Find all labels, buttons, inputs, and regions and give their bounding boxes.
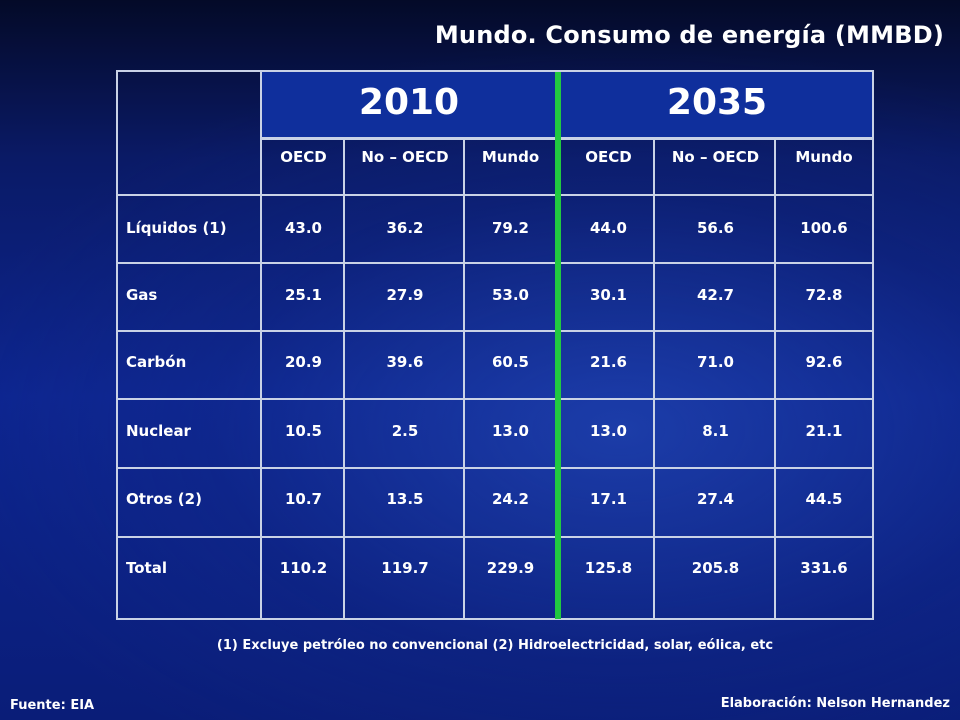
table-cell: 24.2 (491, 490, 529, 508)
row-label: Nuclear (126, 422, 191, 440)
table-cell: 100.6 (800, 219, 848, 237)
period-divider (555, 72, 561, 619)
table-cell: 119.7 (381, 559, 429, 577)
table-cell: 39.6 (386, 353, 424, 371)
grid-vline (463, 140, 465, 618)
grid-hline (118, 194, 872, 196)
table-cell: 71.0 (696, 353, 734, 371)
column-header: No – OECD (671, 148, 760, 166)
table-cell: 2.5 (391, 422, 419, 440)
grid-vline (343, 140, 345, 618)
column-header: OECD (585, 148, 632, 166)
year-2010-header: 2010 (358, 82, 460, 123)
grid-hline (118, 398, 872, 400)
credit-note: Elaboración: Nelson Hernandez (720, 696, 950, 711)
table-cell: 205.8 (691, 559, 740, 577)
row-label: Carbón (126, 353, 187, 371)
table-cell: 13.5 (386, 490, 424, 508)
row-label: Total (126, 559, 167, 577)
table-cell: 21.6 (589, 353, 627, 371)
table-cell: 229.9 (486, 559, 535, 577)
table-cell: 8.1 (702, 422, 729, 440)
table-cell: 10.7 (284, 490, 322, 508)
table-cell: 10.5 (284, 422, 322, 440)
grid-hline (118, 330, 872, 332)
table-cell: 17.1 (589, 490, 627, 508)
grid-vline (260, 140, 262, 618)
grid-hline (118, 262, 872, 264)
table-cell: 79.2 (491, 219, 529, 237)
table-cell: 53.0 (491, 286, 529, 304)
table-cell: 56.6 (696, 219, 734, 237)
year-2035-header: 2035 (666, 82, 768, 123)
table-cell: 125.8 (584, 559, 633, 577)
column-header: Mundo (795, 148, 853, 166)
table-cell: 42.7 (696, 286, 734, 304)
table-cell: 43.0 (284, 219, 322, 237)
table-cell: 13.0 (491, 422, 529, 440)
footnote: (1) Excluye petróleo no convencional (2)… (216, 638, 774, 653)
table-cell: 30.1 (589, 286, 627, 304)
table-cell: 25.1 (284, 286, 322, 304)
table-cell: 72.8 (805, 286, 843, 304)
slide-title: Mundo. Consumo de energía (MMBD) (434, 21, 944, 49)
table-cell: 21.1 (805, 422, 843, 440)
grid-vline (774, 140, 776, 618)
grid-hline (118, 536, 872, 538)
source-note: Fuente: EIA (10, 698, 95, 713)
table-cell: 110.2 (279, 559, 328, 577)
row-label: Gas (126, 286, 158, 304)
table-cell: 331.6 (800, 559, 848, 577)
table-cell: 44.0 (589, 219, 627, 237)
table-cell: 36.2 (386, 219, 424, 237)
grid-vline (653, 140, 655, 618)
table-cell: 92.6 (805, 353, 843, 371)
year-header-band (260, 70, 874, 140)
table-cell: 13.0 (589, 422, 627, 440)
column-header: Mundo (481, 148, 540, 166)
table-cell: 20.9 (284, 353, 322, 371)
row-label: Líquidos (1) (126, 219, 227, 237)
column-header: No – OECD (361, 148, 449, 166)
table-cell: 44.5 (805, 490, 843, 508)
table-cell: 27.4 (696, 490, 734, 508)
column-header: OECD (280, 148, 327, 166)
row-label: Otros (2) (126, 490, 202, 508)
grid-hline (118, 467, 872, 469)
table-cell: 60.5 (491, 353, 529, 371)
table-cell: 27.9 (386, 286, 424, 304)
